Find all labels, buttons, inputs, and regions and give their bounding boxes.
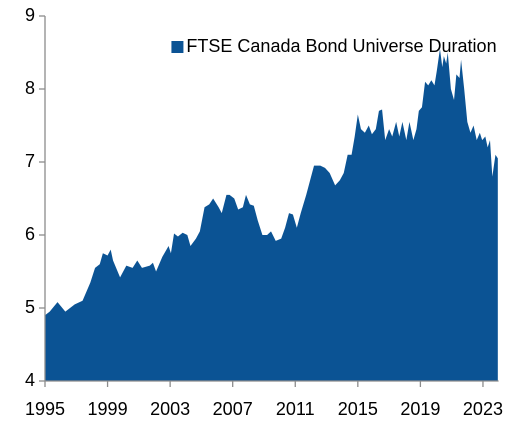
x-tick-label: 2023 bbox=[463, 399, 503, 419]
y-tick-label: 7 bbox=[25, 151, 35, 171]
x-tick-label: 2011 bbox=[276, 399, 315, 419]
x-tick-label: 2019 bbox=[400, 399, 440, 419]
y-tick-label: 4 bbox=[25, 370, 35, 390]
x-tick-label: 1995 bbox=[25, 399, 65, 419]
x-tick-label: 1999 bbox=[88, 399, 128, 419]
x-tick-label: 2015 bbox=[338, 399, 378, 419]
x-tick-label: 2007 bbox=[213, 399, 253, 419]
legend-swatch bbox=[171, 41, 184, 53]
y-tick-label: 5 bbox=[25, 297, 35, 317]
y-tick-label: 9 bbox=[25, 5, 35, 25]
legend-label: FTSE Canada Bond Universe Duration bbox=[186, 36, 496, 56]
y-tick-label: 6 bbox=[25, 224, 35, 244]
y-tick-label: 8 bbox=[25, 78, 35, 98]
x-tick-label: 2003 bbox=[150, 399, 190, 419]
area bbox=[45, 48, 498, 381]
